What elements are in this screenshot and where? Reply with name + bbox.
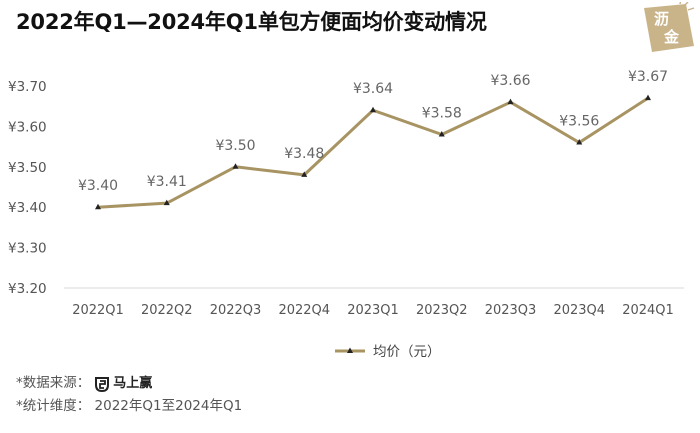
data-label: ¥3.41 [147,174,187,190]
x-tick-label: 2023Q1 [347,303,399,318]
x-tick-label: 2023Q4 [553,303,605,318]
data-label: ¥3.66 [490,73,530,89]
data-point-marker [645,94,651,101]
y-tick-label: ¥3.50 [8,160,47,176]
legend-marker [347,347,353,353]
legend-label: 均价（元） [373,344,441,360]
footnotes: *数据来源： 马上赢 *统计维度： 2022年Q1至2024年Q1 [16,372,242,418]
data-label: ¥3.40 [78,178,118,194]
logo-text-line1: 沥 [654,10,670,28]
data-label: ¥3.58 [422,105,462,121]
logo-text-line2: 金 [664,28,680,46]
scope-line: *统计维度： 2022年Q1至2024年Q1 [16,395,242,418]
x-tick-label: 2023Q3 [485,303,537,318]
brand-logo: 沥 金 [640,0,696,54]
data-point-marker [301,171,308,177]
logo-shape [644,0,695,52]
y-tick-label: ¥3.30 [8,241,47,257]
x-tick-label: 2022Q1 [72,303,124,318]
data-point-marker [232,163,239,169]
data-point-marker [370,106,376,113]
source-brand: 马上赢 [113,376,153,391]
data-label: ¥3.64 [353,81,393,97]
y-tick-label: ¥3.20 [8,281,47,297]
data-point-marker [438,130,445,137]
x-tick-label: 2022Q3 [210,303,262,318]
y-tick-label: ¥3.70 [8,79,47,95]
x-tick-label: 2022Q2 [141,303,193,318]
source-label: *数据来源： [16,375,91,391]
data-point-marker [163,199,170,206]
x-tick-label: 2023Q2 [416,303,468,318]
y-tick-label: ¥3.40 [8,200,47,216]
data-point-marker [576,139,583,145]
y-tick-label: ¥3.60 [8,119,47,135]
data-label: ¥3.48 [284,146,324,162]
source-line: *数据来源： 马上赢 [16,372,242,395]
data-label: ¥3.50 [215,138,255,154]
data-point-marker [507,98,514,105]
data-label: ¥3.67 [628,69,668,85]
x-tick-label: 2024Q1 [622,303,674,318]
x-tick-label: 2022Q4 [278,303,330,318]
brand-icon [95,376,110,392]
line-chart: ¥3.20 ¥3.30 ¥3.40 ¥3.50 ¥3.60 ¥3.70 2022Q1 2022… [8,69,684,360]
scope-text: *统计维度： 2022年Q1至2024年Q1 [16,398,243,414]
chart-title: 2022年Q1—2024年Q1单包方便面均价变动情况 [16,10,487,34]
data-point-marker [95,203,101,210]
data-label: ¥3.56 [559,114,599,130]
